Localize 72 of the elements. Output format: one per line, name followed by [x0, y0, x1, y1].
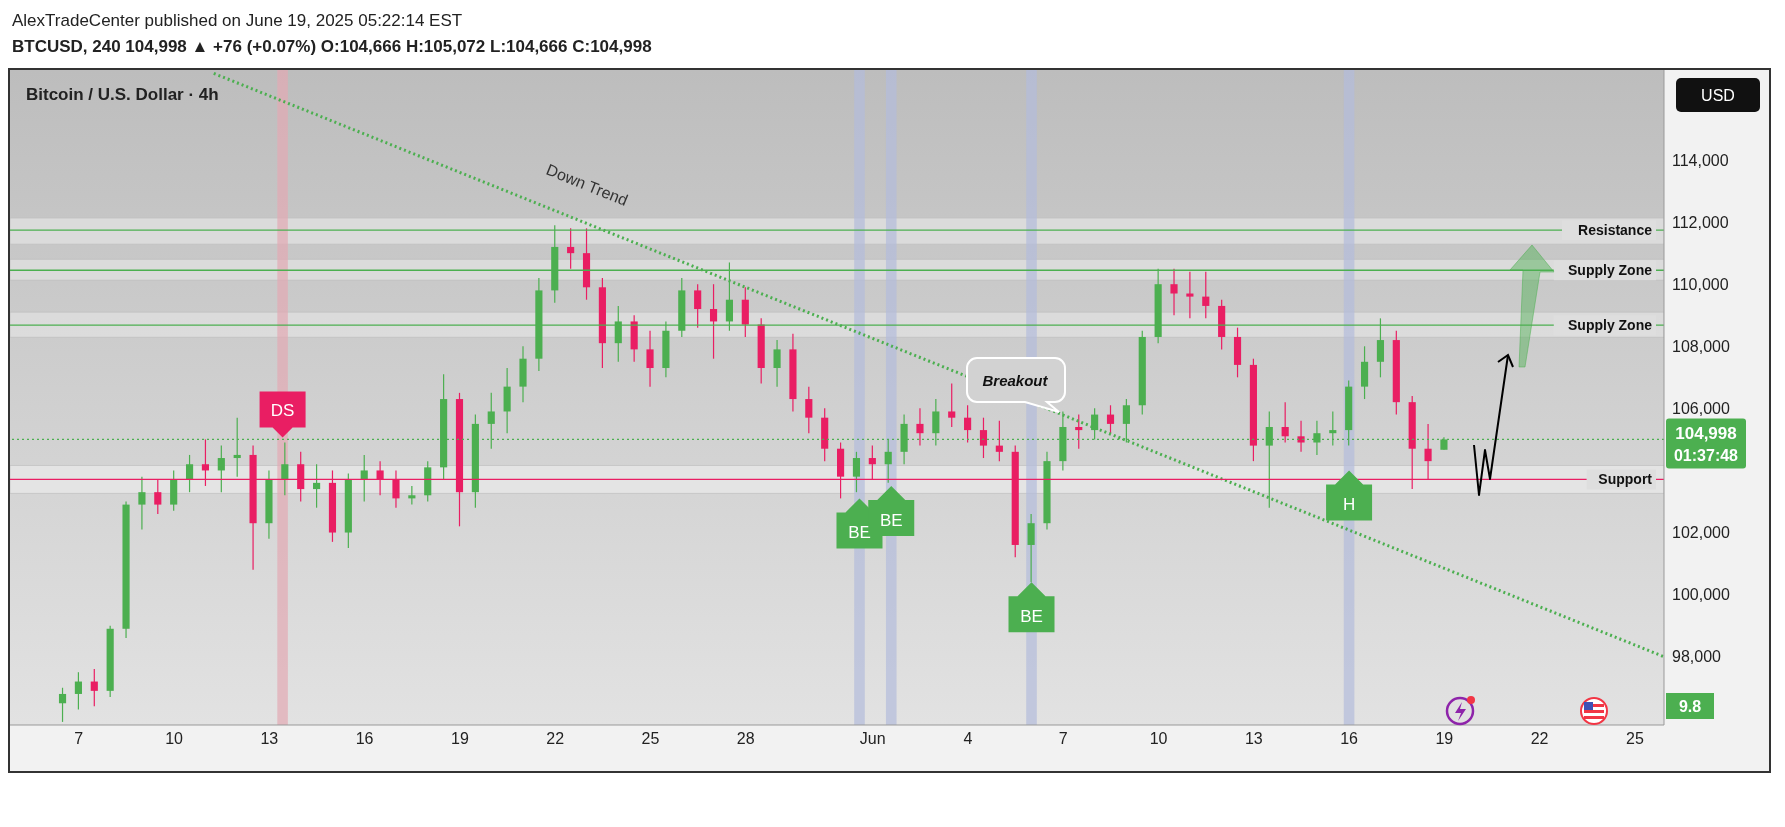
x-tick-label: 4: [963, 730, 973, 748]
candlestick: [313, 463, 321, 509]
candlestick: [694, 283, 702, 329]
annotation: H: [1342, 495, 1356, 515]
x-tick-label: 19: [1435, 730, 1454, 748]
x-tick-label: 7: [1058, 730, 1068, 748]
annotation: Down Trend: [543, 160, 631, 209]
candlestick: [964, 404, 972, 444]
x-tick-label: 7: [74, 730, 84, 748]
candlestick: [1202, 271, 1210, 319]
y-tick-label: 110,000: [1672, 275, 1729, 293]
x-tick-label: 10: [165, 730, 184, 748]
y-tick-label: 114,000: [1672, 151, 1729, 169]
candlestick: [646, 330, 654, 388]
candlestick: [1106, 404, 1115, 434]
candlestick: [1075, 413, 1083, 450]
candlestick: [217, 445, 225, 493]
x-tick-label: 10: [1149, 730, 1168, 748]
annotation: BE: [1020, 607, 1043, 627]
candlestick: [90, 668, 98, 707]
candlestick: [805, 386, 813, 434]
annotation: BE: [879, 510, 903, 530]
candlestick: [74, 671, 82, 711]
x-tick-label: 16: [1340, 730, 1359, 748]
candlestick: [773, 339, 781, 388]
y-tick-label: 100,000: [1672, 586, 1730, 604]
y-tick-label: 112,000: [1672, 213, 1729, 231]
text: AlexTradeCenter published on June 19, 2025 05:22:14 EST: [12, 10, 464, 32]
text: Bitcoin / U.S. Dollar · 4h: [26, 85, 219, 104]
candlestick: [185, 454, 194, 493]
candlestick: [916, 407, 924, 447]
ref-line-label: 104,998: [1675, 424, 1737, 444]
annotation: BE: [848, 523, 871, 543]
text: USD: [1701, 87, 1735, 104]
x-tick-label: 13: [260, 730, 279, 748]
annotation: DS: [270, 400, 295, 420]
x-tick-label: 25: [1625, 730, 1644, 748]
x-tick-label: 25: [641, 730, 660, 748]
x-tick-label: 19: [450, 730, 469, 748]
candlestick: [1281, 401, 1289, 444]
candlestick: [281, 441, 289, 496]
candlestick: [58, 687, 67, 723]
x-tick-label: 28: [736, 730, 755, 748]
y-tick-label: 102,000: [1672, 524, 1730, 542]
candlestick: [567, 227, 575, 270]
candlestick: [138, 476, 146, 531]
text: BTCUSD, 240 104,998 ▲ +76 (+0.07%) O:104,666 H:105,072 L:104,666 C:104,998: [12, 36, 653, 58]
x-tick-label: 16: [355, 730, 374, 748]
candlestick: [1186, 271, 1194, 319]
candlestick: [948, 382, 956, 428]
x-tick-label: Jun: [859, 730, 886, 748]
candlestick: [995, 420, 1003, 462]
candlestick: [709, 283, 718, 360]
y-tick-label: 98,000: [1672, 648, 1722, 666]
annotation: Breakout: [982, 372, 1049, 389]
x-tick-label: 22: [546, 730, 565, 748]
candlestick: [852, 451, 861, 493]
ref-line-label: Support: [1598, 471, 1653, 488]
candlestick: [360, 454, 368, 503]
text: 01:37:48: [1673, 447, 1739, 465]
text: 9.8: [1678, 698, 1702, 715]
ref-line-label: Resistance: [1578, 222, 1653, 239]
candlestick: [408, 485, 416, 506]
x-tick-label: 22: [1530, 730, 1549, 748]
candlestick: [1297, 420, 1305, 453]
y-tick-label: 108,000: [1672, 337, 1730, 355]
ref-line-label: Supply Zone: [1568, 262, 1653, 279]
y-tick-label: 106,000: [1672, 400, 1730, 418]
candlestick: [979, 417, 988, 459]
ref-line-label: Supply Zone: [1568, 317, 1653, 334]
x-tick-label: 13: [1244, 730, 1263, 748]
candlestick: [1170, 268, 1178, 316]
